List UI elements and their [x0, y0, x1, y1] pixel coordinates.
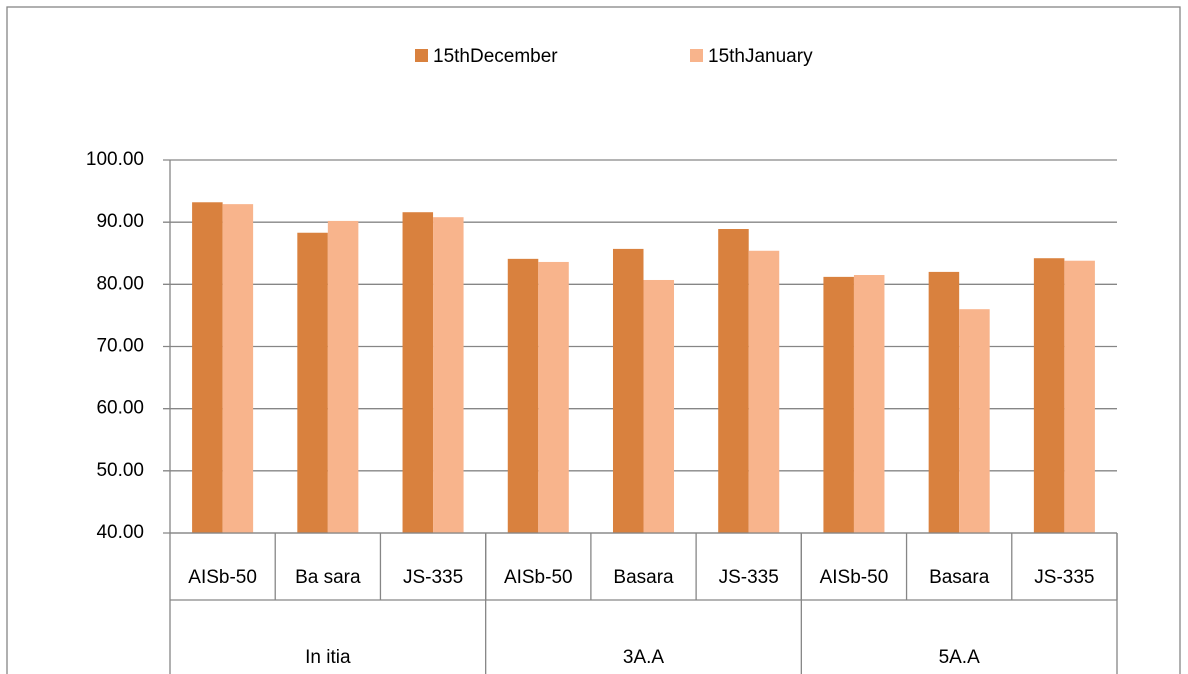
x-tick-label: JS-335: [1034, 567, 1094, 588]
bar: [612, 248, 644, 534]
y-tick-label: 40.00: [96, 522, 144, 543]
x-tick-label: AISb-50: [188, 567, 257, 588]
bar: [222, 204, 254, 533]
bar: [433, 217, 464, 533]
bar: [192, 202, 223, 534]
bar: [853, 275, 885, 533]
group-label: 5A.A: [939, 647, 981, 668]
bar: [297, 232, 328, 534]
bar: [507, 258, 539, 533]
bar: [402, 212, 434, 533]
x-tick-label: Basara: [613, 567, 674, 588]
x-tick-label: JS-335: [719, 567, 779, 588]
chart-frame: [6, 6, 1181, 674]
group-label: 3A.A: [623, 647, 665, 668]
legend-label: 15thJanuary: [708, 46, 813, 67]
y-tick-label: 50.00: [96, 460, 144, 481]
x-tick-label: AISb-50: [820, 567, 889, 588]
x-tick-label: Ba sara: [295, 567, 361, 588]
x-tick-label: JS-335: [403, 567, 463, 588]
legend-swatch: [690, 49, 703, 62]
y-tick-label: 70.00: [96, 336, 144, 357]
bar: [959, 309, 990, 533]
legend-label: 15thDecember: [433, 46, 558, 67]
bar: [748, 250, 780, 533]
bar: [538, 261, 569, 533]
y-tick-label: 100.00: [86, 149, 144, 170]
legend-swatch: [415, 49, 428, 62]
group-label: In itia: [305, 647, 351, 668]
x-tick-label: AISb-50: [504, 567, 573, 588]
bar: [1033, 258, 1065, 533]
bar: [327, 220, 359, 533]
x-tick-label: Basara: [929, 567, 990, 588]
bar: [1064, 260, 1095, 533]
bar: [823, 276, 854, 533]
y-tick-label: 90.00: [96, 211, 144, 232]
bar: [643, 279, 675, 533]
bar: [928, 271, 960, 533]
y-tick-label: 80.00: [96, 273, 144, 294]
bar: [718, 229, 749, 533]
y-tick-label: 60.00: [96, 398, 144, 419]
